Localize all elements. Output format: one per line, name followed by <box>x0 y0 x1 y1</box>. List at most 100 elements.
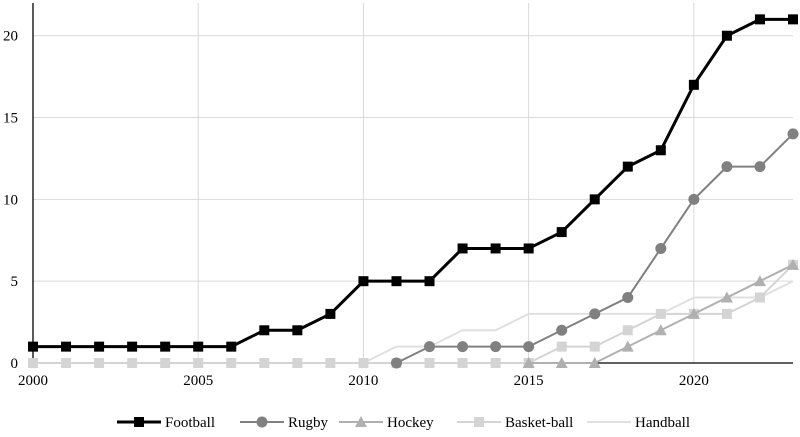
basket-ball-point <box>589 341 600 352</box>
football-point <box>556 227 567 238</box>
x-tick-label: 2010 <box>348 373 378 389</box>
hockey-point <box>687 307 700 319</box>
series-rugby <box>390 128 799 369</box>
football-point <box>424 276 435 287</box>
series-hockey <box>522 258 799 368</box>
hockey-point <box>787 258 799 270</box>
football-point <box>490 243 501 254</box>
football-point <box>28 341 38 352</box>
legend-item-football: Football <box>117 415 215 431</box>
rugby-point <box>589 308 601 320</box>
basket-ball-point <box>226 358 237 368</box>
football-point <box>325 308 336 319</box>
basket-ball-point <box>127 358 138 368</box>
football-point <box>457 243 468 254</box>
rugby-point <box>457 341 469 353</box>
basket-ball-point <box>61 358 72 368</box>
football-point <box>127 341 138 352</box>
basket-ball-point <box>622 325 633 336</box>
football-point <box>160 341 171 352</box>
rugby-line <box>396 133 794 364</box>
basket-ball-point <box>655 308 666 319</box>
football-point <box>61 341 72 352</box>
football-point <box>754 14 765 25</box>
legend-item-handball: Handball <box>587 415 690 431</box>
series-handball <box>362 280 794 364</box>
legend: Football Rugby Hockey Basket-ball Handball <box>117 415 690 431</box>
hockey-point <box>654 324 667 336</box>
football-point <box>589 194 600 205</box>
rugby-point <box>556 324 568 336</box>
hockey-point <box>720 291 733 303</box>
grid <box>32 3 793 363</box>
football-point <box>688 79 699 90</box>
football-point <box>391 276 402 287</box>
rugby-point <box>523 341 535 353</box>
rugby-point <box>390 357 402 369</box>
basket-ball-point <box>259 358 270 368</box>
y-tick-label: 15 <box>3 111 18 127</box>
football-point <box>721 30 732 41</box>
rugby-point <box>622 292 634 304</box>
legend-swatch-marker <box>256 416 268 428</box>
basket-ball-point <box>28 358 38 368</box>
basket-ball-point <box>424 358 435 368</box>
x-tick-label: 2005 <box>183 373 213 389</box>
y-tick-label: 20 <box>3 29 18 45</box>
basket-ball-point <box>721 308 732 319</box>
series-football <box>28 14 798 352</box>
rugby-point <box>754 161 766 173</box>
legend-swatch-marker <box>474 417 484 427</box>
hockey-point <box>522 357 535 368</box>
basket-ball-point <box>160 358 171 368</box>
football-point <box>94 341 105 352</box>
basket-ball-point <box>556 341 567 352</box>
football-point <box>358 276 369 287</box>
basket-ball-point <box>292 358 303 368</box>
y-tick-label: 0 <box>11 356 19 372</box>
legend-label: Rugby <box>288 415 329 431</box>
basket-ball-point <box>490 358 501 368</box>
football-point <box>292 325 303 336</box>
hockey-point <box>753 275 766 287</box>
series-basket-ball <box>28 259 798 368</box>
basket-ball-point <box>193 358 204 368</box>
basket-ball-point <box>358 358 369 368</box>
legend-item-hockey: Hockey <box>339 415 434 431</box>
legend-label: Football <box>165 415 215 431</box>
rugby-point <box>424 341 436 353</box>
legend-label: Hockey <box>387 415 434 431</box>
basket-ball-point <box>457 358 468 368</box>
series-layer <box>28 14 799 369</box>
hockey-point <box>621 340 634 352</box>
basket-ball-point <box>94 358 105 368</box>
y-tick-label: 5 <box>11 274 19 290</box>
legend-item-rugby: Rugby <box>240 415 329 431</box>
rugby-point <box>721 161 733 173</box>
football-line <box>33 17 793 349</box>
football-point <box>259 325 270 336</box>
hockey-point <box>588 357 601 368</box>
x-tick-label: 2020 <box>679 373 709 389</box>
basket-ball-point <box>754 292 765 303</box>
football-point <box>226 341 237 352</box>
x-tick-label: 2000 <box>18 373 48 389</box>
handball-line <box>362 280 794 364</box>
football-point <box>788 14 798 25</box>
hockey-point <box>555 357 568 368</box>
rugby-point <box>787 128 799 140</box>
football-point <box>622 161 633 172</box>
x-tick-label: 2015 <box>514 373 544 389</box>
basket-ball-line <box>33 264 794 364</box>
legend-label: Handball <box>635 415 690 431</box>
football-point <box>523 243 534 254</box>
legend-label: Basket-ball <box>505 415 573 431</box>
legend-item-basket-ball: Basket-ball <box>457 415 573 431</box>
football-point <box>655 145 666 156</box>
legend-swatch-marker <box>355 416 367 427</box>
football-point <box>193 341 204 352</box>
legend-swatch-marker <box>134 417 144 427</box>
rugby-point <box>688 193 700 205</box>
